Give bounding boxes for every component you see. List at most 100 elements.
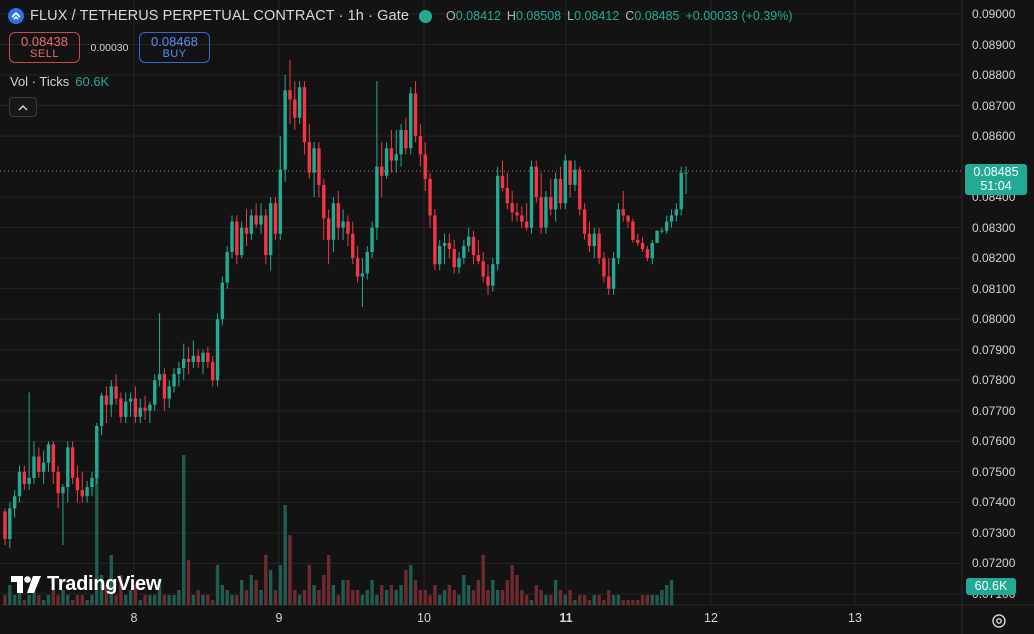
candle-body [587, 233, 592, 246]
volume-legend[interactable]: Vol · Ticks 60.6K [10, 74, 109, 89]
volume-bar [288, 535, 292, 605]
candle-body [341, 221, 345, 228]
chevron-up-icon [18, 104, 28, 110]
volume-bar [495, 590, 500, 605]
volume-bar [452, 590, 456, 605]
candle-body [505, 187, 510, 204]
candle-body [143, 407, 147, 411]
candle-body [384, 148, 389, 176]
candle-body [466, 236, 471, 246]
candle-body [413, 93, 418, 137]
volume-bar [80, 595, 84, 605]
chart-header: FLUX / TETHERUS PERPETUAL CONTRACT · 1h … [8, 6, 793, 26]
volume-bar [95, 475, 99, 605]
sell-button[interactable]: 0.08438 SELL [9, 32, 80, 63]
settings-gear-icon[interactable] [990, 612, 1008, 630]
volume-bar [336, 595, 340, 605]
volume-bar [104, 585, 109, 605]
candle-body [592, 233, 596, 246]
candle-body [220, 282, 225, 320]
candle-body [626, 215, 630, 222]
volume-bar [22, 600, 27, 605]
candle-body [476, 255, 481, 262]
candle-body [486, 276, 490, 286]
candle-body [370, 227, 374, 253]
volume-bar [273, 590, 278, 605]
volume-bar [534, 585, 538, 605]
price-tick-label: 0.08100 [972, 281, 1016, 296]
volume-bar [568, 590, 572, 605]
volume-bar [597, 595, 601, 605]
volume-bar [133, 585, 138, 605]
volume-bar [370, 580, 374, 605]
price-tick-label: 0.08600 [972, 129, 1016, 144]
volume-bar [438, 595, 442, 605]
candle-body [317, 148, 321, 185]
candle-body [119, 398, 123, 417]
volume-bar [592, 595, 596, 605]
volume-bar [153, 595, 157, 605]
price-tick-label: 0.08200 [972, 251, 1016, 266]
candle-body [457, 258, 461, 268]
volume-bar [220, 585, 225, 605]
exchange-logo-icon [8, 8, 24, 24]
collapse-legend-button[interactable] [9, 97, 37, 117]
volume-bar [491, 580, 495, 605]
volume-bar [457, 595, 461, 605]
volume-bar [41, 600, 46, 605]
candle-body [46, 444, 51, 463]
volume-bar [553, 580, 558, 605]
ohlc-values: O0.08412 H0.08508 L0.08412 C0.08485 +0.0… [446, 9, 793, 23]
volume-bar [148, 595, 152, 605]
candle-body [355, 258, 360, 277]
tradingview-logo[interactable]: TradingView [11, 573, 161, 596]
volume-bar [196, 590, 200, 605]
open-value: 0.08412 [455, 9, 501, 23]
candle-body [90, 477, 94, 488]
volume-bar [70, 600, 75, 605]
buy-button[interactable]: 0.08468 BUY [139, 32, 210, 63]
volume-bar [239, 580, 244, 605]
volume-bar [399, 585, 403, 605]
volume-bar [278, 565, 283, 605]
candle-body [360, 273, 365, 277]
volume-bar [626, 600, 630, 605]
candle-body [56, 471, 60, 494]
candle-body [404, 129, 408, 149]
volume-bar [539, 590, 543, 605]
candle-body [563, 160, 567, 204]
volume-bar [3, 595, 7, 605]
volume-bar [326, 555, 331, 605]
candle-body [336, 203, 340, 228]
candle-body [322, 184, 326, 219]
candle-body [669, 215, 674, 222]
volume-bar [346, 580, 350, 605]
candle-body [124, 401, 128, 417]
candle-body [167, 386, 171, 399]
volume-bar [544, 595, 548, 605]
volume-bar [607, 590, 611, 605]
volume-bar [27, 595, 31, 605]
volume-bar [225, 590, 229, 605]
candle-body [61, 487, 65, 494]
candle-body [665, 221, 669, 231]
candle-body [660, 230, 664, 232]
volume-bar [186, 560, 191, 605]
candle-body [206, 352, 210, 362]
symbol-title[interactable]: FLUX / TETHERUS PERPETUAL CONTRACT · 1h … [30, 8, 409, 24]
candle-body [650, 242, 654, 259]
volume-bar [669, 580, 674, 605]
volume-bar [109, 555, 113, 605]
volume-bar [283, 505, 287, 605]
volume-bar [665, 585, 669, 605]
brand-name: TradingView [47, 573, 162, 595]
candle-body [544, 197, 548, 228]
time-tick-label: 10 [417, 611, 431, 625]
candle-body [3, 511, 7, 539]
price-tick-label: 0.08800 [972, 68, 1016, 83]
candle-body [70, 447, 75, 478]
candle-body [529, 166, 534, 228]
volume-bar [244, 590, 249, 605]
volume-bar [32, 590, 36, 605]
